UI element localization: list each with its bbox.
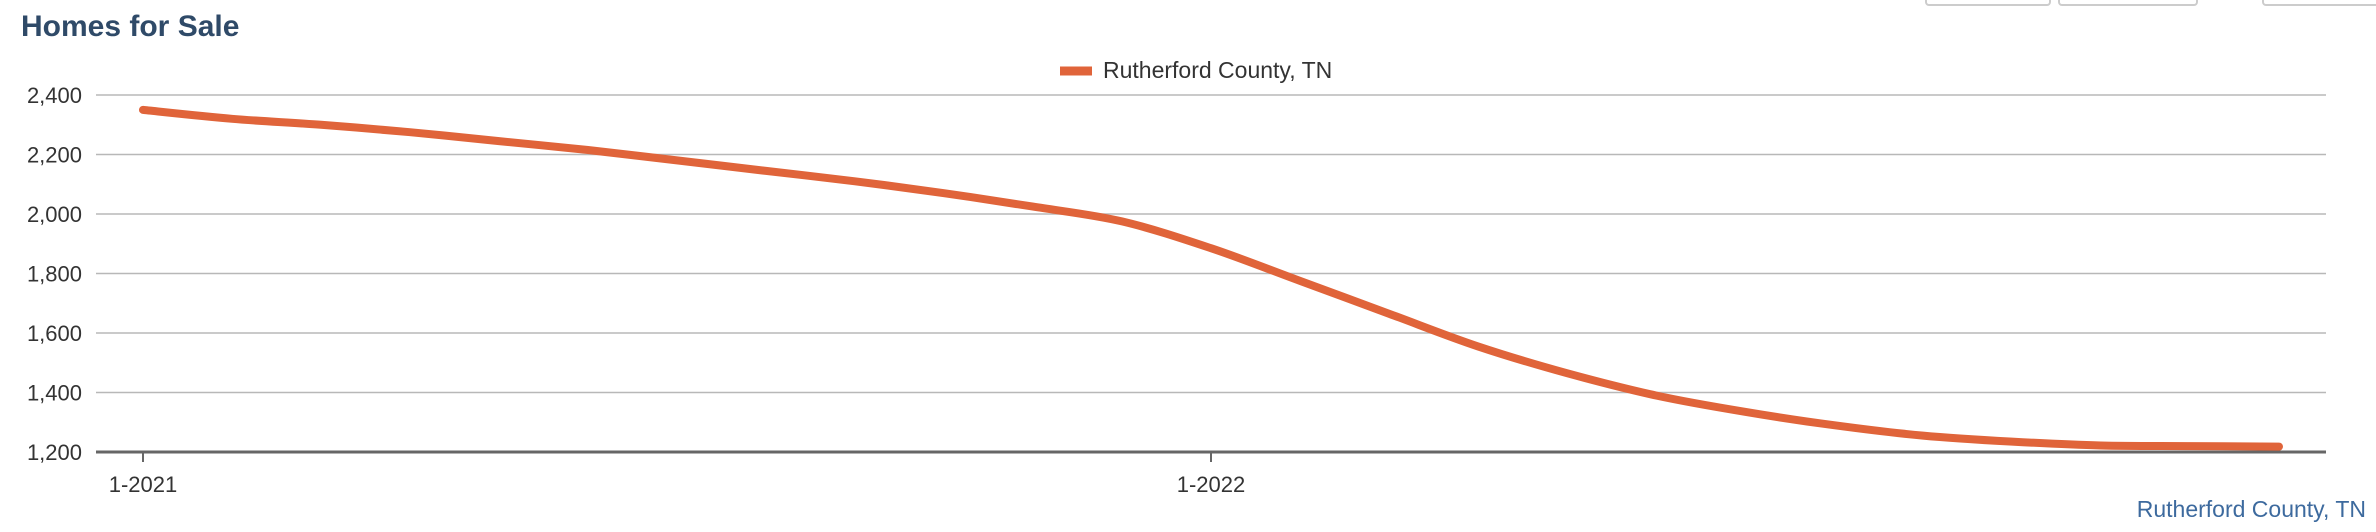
toolbar-button[interactable] [2058, 0, 2198, 6]
y-tick-label: 2,200 [27, 143, 82, 168]
y-tick-label: 1,200 [27, 440, 82, 465]
y-tick-label: 1,800 [27, 262, 82, 287]
x-tick-label: 1-2021 [109, 472, 178, 497]
series-line [139, 105, 2283, 451]
region-link[interactable]: Rutherford County, TN [2136, 496, 2366, 522]
y-tick-label: 2,400 [27, 83, 82, 108]
y-tick-label: 1,600 [27, 321, 82, 346]
x-tick-label: 1-2022 [1177, 472, 1246, 497]
y-tick-label: 1,400 [27, 381, 82, 406]
toolbar-button[interactable] [2262, 0, 2376, 6]
y-tick-label: 2,000 [27, 202, 82, 227]
legend-label: Rutherford County, TN [1103, 57, 1332, 83]
toolbar-button[interactable] [1925, 0, 2051, 6]
chart-title: Homes for Sale [21, 10, 240, 43]
